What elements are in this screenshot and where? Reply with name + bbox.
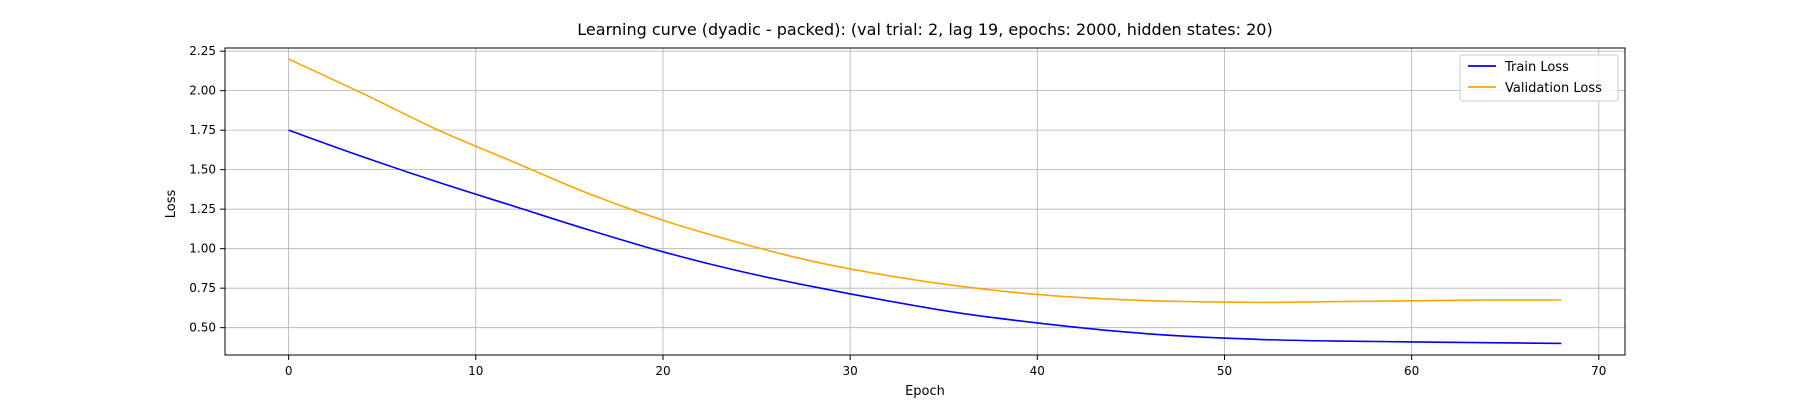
y-tick-label: 2.00 — [189, 84, 216, 98]
y-axis-ticks: 0.50 0.75 1.00 1.25 1.50 1.75 2.00 2.25 — [189, 44, 225, 335]
y-tick-label: 0.75 — [189, 281, 216, 295]
legend-box — [1459, 54, 1619, 102]
y-tick-label: 1.00 — [189, 242, 216, 256]
y-tick-label: 1.75 — [189, 123, 216, 137]
legend-label-train-loss: Train Loss — [1504, 60, 1569, 75]
x-tick-label: 0 — [285, 364, 293, 378]
chart-title: Learning curve (dyadic - packed): (val t… — [577, 20, 1272, 39]
validation-loss-line — [288, 58, 1562, 304]
x-axis-ticks: 0 10 20 30 40 50 60 70 — [285, 355, 1606, 378]
grid — [225, 48, 1625, 355]
x-tick-label: 20 — [655, 364, 670, 378]
x-tick-label: 30 — [842, 364, 857, 378]
x-tick-label: 10 — [468, 364, 483, 378]
series-lines — [288, 58, 1562, 345]
legend: Train Loss Validation Loss — [1459, 54, 1619, 102]
plot-frame — [224, 47, 1626, 356]
x-tick-label: 70 — [1591, 364, 1606, 378]
x-axis-label: Epoch — [905, 384, 945, 399]
y-tick-label: 1.25 — [189, 202, 216, 216]
y-tick-label: 1.50 — [189, 163, 216, 177]
y-tick-label: 0.50 — [189, 321, 216, 335]
legend-label-validation-loss: Validation Loss — [1505, 81, 1602, 96]
x-tick-label: 40 — [1030, 364, 1045, 378]
y-axis-label: Loss — [164, 190, 179, 219]
y-tick-label: 2.25 — [189, 44, 216, 58]
x-tick-label: 50 — [1217, 364, 1232, 378]
x-tick-label: 60 — [1404, 364, 1419, 378]
train-loss-line — [288, 129, 1562, 345]
